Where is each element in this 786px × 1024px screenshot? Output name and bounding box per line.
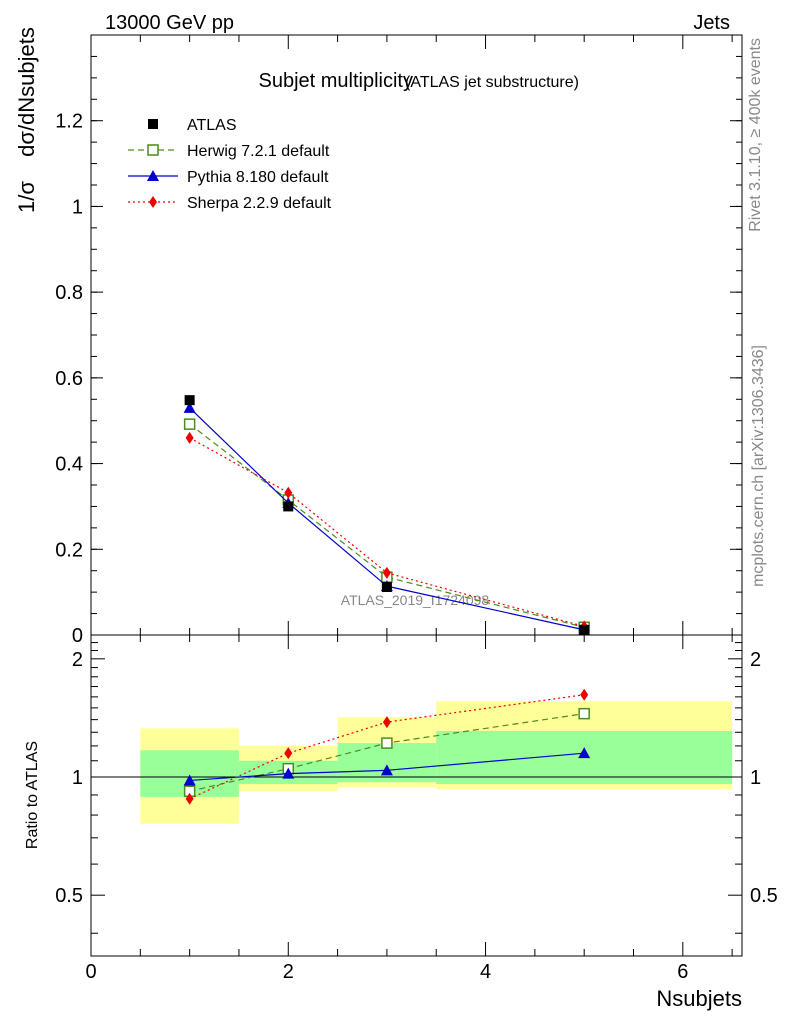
ratio-y-tick-label: 1: [72, 767, 83, 789]
x-tick-label: 0: [85, 961, 96, 983]
ratio-point: [381, 737, 393, 749]
y-tick-label: 0: [72, 625, 83, 647]
y-tick-label: 0.2: [55, 539, 83, 561]
ratio-y-label: Ratio to ATLAS: [24, 741, 41, 849]
legend-label: ATLAS: [187, 117, 237, 134]
legend-marker: [147, 170, 159, 181]
series-line: [189, 423, 585, 628]
ratio-point: [382, 716, 391, 729]
y-tick-label: 1.2: [55, 111, 83, 133]
series-line: [189, 437, 585, 628]
ratio-y-tick-label: 0.5: [55, 885, 83, 907]
main-y-axis-label: 1/σ dσ/dNsubjets: [14, 27, 39, 213]
data-point: [183, 418, 196, 430]
y-tick-label: 0.6: [55, 368, 83, 390]
ratio-point: [578, 747, 591, 759]
data-point: [185, 431, 194, 444]
x-tick-label: 4: [480, 961, 491, 983]
chart-title: Subjet multiplicity: [258, 70, 413, 92]
ratio-y-tick-label-right: 1: [750, 767, 761, 789]
ratio-point: [183, 774, 196, 786]
ratio-line: [189, 752, 585, 782]
mcplots-label: mcplots.cern.ch [arXiv:1306.3436]: [750, 345, 767, 587]
x-tick-label: 2: [283, 961, 294, 983]
x-axis-label: Nsubjets: [656, 986, 742, 1011]
rivet-label: Rivet 3.1.10, ≥ 400k events: [747, 38, 764, 232]
ratio-y-tick-label: 2: [72, 649, 83, 671]
legend: ATLAS Herwig 7.2.1 default Pythia 8.180 de…: [128, 117, 332, 212]
ratio-point: [284, 747, 293, 760]
ratio-line: [189, 713, 585, 792]
data-point: [183, 401, 196, 413]
ratio-point: [578, 707, 590, 720]
legend-label: Sherpa 2.2.9 default: [187, 195, 332, 212]
data-point: [184, 395, 195, 406]
uncertainty-band-inner: [337, 743, 437, 783]
data-point: [284, 486, 293, 499]
main-panel: ATLAS_2019_I1724098 0 0.2 0.4 0.6 0.8 1 1.2 Su…: [55, 34, 743, 647]
legend-label: Pythia 8.180 default: [187, 169, 329, 186]
ratio-point: [380, 764, 393, 776]
ratio-y-tick-label-right: 0.5: [750, 885, 778, 907]
y-label-main: dσ/dNsubjets: [14, 27, 39, 157]
ratio-point: [580, 688, 589, 701]
data-point: [283, 501, 294, 512]
legend-entry: Herwig 7.2.1 default: [128, 143, 330, 160]
ratio-line: [189, 694, 585, 800]
series-line: [189, 407, 585, 631]
ratio-series-sherpa: [185, 688, 589, 805]
y-label-prefix: 1/σ: [14, 181, 39, 213]
legend-marker: [148, 119, 158, 129]
legend-entry: ATLAS: [148, 117, 237, 134]
legend-entry: Sherpa 2.2.9 default: [128, 195, 332, 212]
ratio-series-pythia: [183, 747, 591, 786]
ratio-point: [185, 792, 194, 805]
chart-subtitle: (ATLAS jet substructure): [405, 74, 579, 91]
ratio-frame: [90, 634, 743, 957]
x-tick-label: 6: [677, 961, 688, 983]
header-left: 13000 GeV pp: [105, 12, 234, 34]
legend-entry: Pythia 8.180 default: [128, 169, 329, 186]
ratio-panel: 0.5 0.5 1 1 2 2 0 2 4 6 Ratio to ATLAS Nsubjets: [24, 634, 778, 1011]
legend-marker: [149, 196, 157, 208]
ratio-point: [282, 767, 295, 779]
y-tick-label: 1: [72, 196, 83, 218]
legend-marker: [147, 144, 159, 156]
y-tick-label: 0.8: [55, 282, 83, 304]
legend-label: Herwig 7.2.1 default: [187, 143, 330, 160]
data-point: [382, 566, 391, 579]
header-right: Jets: [693, 12, 730, 34]
watermark: ATLAS_2019_I1724098: [341, 592, 490, 608]
ratio-y-tick-label-right: 2: [750, 649, 761, 671]
y-tick-label: 0.4: [55, 454, 83, 476]
data-point: [381, 582, 392, 592]
